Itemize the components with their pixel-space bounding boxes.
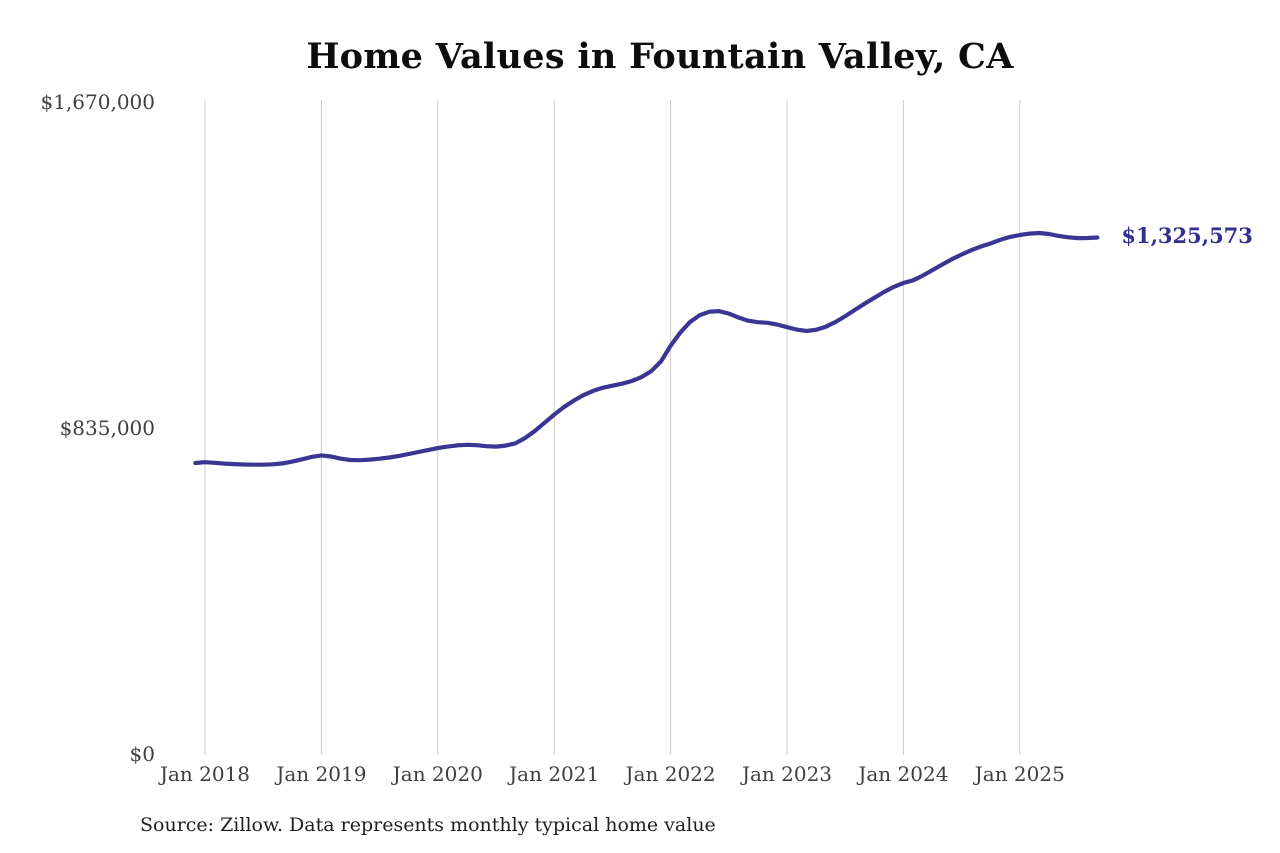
y-tick-label: $1,670,000 — [40, 90, 155, 114]
x-tick-label: Jan 2022 — [625, 762, 716, 786]
x-tick-label: Jan 2021 — [509, 762, 600, 786]
x-tick-label: Jan 2020 — [392, 762, 483, 786]
chart-title: Home Values in Fountain Valley, CA — [306, 36, 1014, 77]
latest-value-label: $1,325,573 — [1121, 223, 1253, 249]
x-tick-label: Jan 2024 — [858, 762, 949, 786]
y-tick-label: $835,000 — [59, 416, 155, 440]
x-tick-label: Jan 2018 — [159, 762, 251, 786]
y-tick-label: $0 — [129, 742, 155, 766]
x-tick-label: Jan 2019 — [276, 762, 367, 786]
x-tick-label: Jan 2023 — [741, 762, 833, 786]
source-note: Source: Zillow. Data represents monthly … — [140, 814, 716, 836]
home-value-line — [193, 230, 1100, 467]
x-tick-label: Jan 2025 — [974, 762, 1065, 786]
